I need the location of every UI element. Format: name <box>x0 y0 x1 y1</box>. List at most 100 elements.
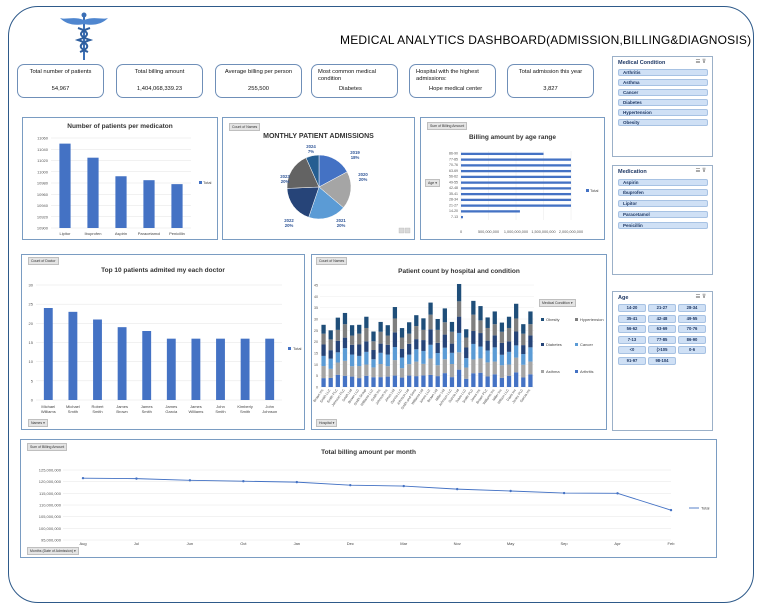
age-slicer-item[interactable]: 63-69 <box>648 325 676 333</box>
bar-segment <box>414 315 419 327</box>
kpi-value: 54,967 <box>51 86 70 92</box>
slicer-item[interactable]: Paracetamol <box>618 211 708 218</box>
expand-button-icon <box>404 227 411 234</box>
bar <box>461 164 571 167</box>
field-tag[interactable]: Sum of Billing Amount <box>27 443 68 451</box>
field-tag[interactable]: Count of Names <box>316 257 348 265</box>
age-slicer-item[interactable]: 77-85 <box>648 335 676 344</box>
slicer-item[interactable]: Arthritis <box>618 69 708 76</box>
bar-segment <box>528 335 533 348</box>
field-tag[interactable]: Count of Doctor <box>28 257 59 265</box>
age-slicer-item[interactable]: <0 <box>618 346 646 354</box>
kpi-label: Total billing amount <box>134 69 185 75</box>
age-slicer-item[interactable]: 91-97 <box>618 356 646 365</box>
legend-label: Arthritis <box>580 369 594 374</box>
names-filter-dropdown[interactable]: Names ▾ <box>28 419 48 427</box>
slicer-item[interactable]: Asthma <box>618 79 708 86</box>
bar-segment <box>321 324 326 334</box>
legend-label: Total <box>293 346 302 351</box>
slicer-controls[interactable]: ☰ ⊽ <box>696 59 707 65</box>
field-tag[interactable]: Sum of Billing Amount <box>427 122 468 130</box>
slicer-controls[interactable]: ☰ ⊽ <box>696 168 707 174</box>
bar-segment <box>471 300 476 315</box>
bar-segment <box>442 308 447 323</box>
x-tick-label: Sep <box>561 541 569 546</box>
multi-select-icon[interactable]: ☰ <box>695 168 701 174</box>
bar-segment <box>378 321 383 332</box>
bar-segment <box>471 314 476 332</box>
legend-label: Total <box>203 180 212 185</box>
slicer-item[interactable]: Obesity <box>618 119 708 126</box>
slicer-item[interactable]: Penicillin <box>618 222 708 229</box>
age-slicer-item[interactable]: 49-55 <box>678 314 706 323</box>
condition-legend-dropdown[interactable]: Medical Condition ▾ <box>539 299 576 307</box>
age-slicer-item[interactable]: (>105 <box>648 346 676 354</box>
bar-segment <box>506 316 512 328</box>
bar <box>461 152 544 156</box>
age-filter-dropdown[interactable]: Age ▾ <box>425 179 440 187</box>
bar-segment <box>321 366 326 379</box>
chart-billing-per-month: Sum of Billing Amount Total billing amou… <box>20 439 717 558</box>
x-tick-label: Brown <box>116 409 127 414</box>
bar-segment <box>456 283 462 302</box>
bar-segment <box>357 344 362 356</box>
age-slicer-item[interactable]: 56-62 <box>618 325 646 333</box>
age-slicer-item[interactable]: 21-27 <box>648 304 676 312</box>
bar-segment <box>456 352 462 370</box>
bar-segment <box>349 376 355 387</box>
slicer-title: Age <box>618 295 629 301</box>
chart-monthly-admissions: Count of Names MONTHLY PATIENT ADMISSION… <box>222 117 415 240</box>
bar-segment <box>499 365 505 378</box>
x-tick-label: Penicillin <box>169 231 185 236</box>
y-tick-label: 10980 <box>37 181 49 186</box>
multi-select-icon[interactable]: ☰ <box>695 59 701 65</box>
slicer-controls[interactable]: ☰ ⊽ <box>696 294 707 300</box>
multi-select-icon[interactable]: ☰ <box>695 294 701 300</box>
slicer-item[interactable]: Diabetes <box>618 99 708 106</box>
age-slicer-item[interactable]: 0-6 <box>678 346 706 354</box>
age-slicer-item[interactable]: 86-90 <box>678 335 706 344</box>
y-tick-label: 28-34 <box>449 198 458 202</box>
bar-segment <box>328 339 333 351</box>
age-slicer-item[interactable]: 28-34 <box>678 304 706 312</box>
x-tick-label: Smith <box>92 409 102 414</box>
slicer-item[interactable]: Lipitor <box>618 200 708 207</box>
bar-segment <box>407 354 412 365</box>
bar-segment <box>385 376 390 387</box>
slice-label: 2024 <box>306 144 316 149</box>
pie-chart: 201918%202020%202120%202220%202320%20247… <box>280 144 411 234</box>
legend-swatch <box>541 343 544 346</box>
age-slicer-item[interactable]: 42-48 <box>648 314 676 323</box>
bar-segment <box>464 358 469 368</box>
bar-segment <box>392 318 398 333</box>
bar <box>461 181 571 184</box>
chart-hospital-condition: Count of Names Patient count by hospital… <box>311 254 607 430</box>
slicer-item[interactable]: Aspirin <box>618 179 708 186</box>
bar-segment <box>342 348 348 361</box>
filter-label: Months (Date of Admission) <box>30 549 73 553</box>
clear-filter-icon[interactable]: ⊽ <box>701 59 706 65</box>
hospital-filter-dropdown[interactable]: Hospital ▾ <box>316 419 338 427</box>
age-slicer-item[interactable]: 14-20 <box>618 304 646 312</box>
clear-filter-icon[interactable]: ⊽ <box>701 168 706 174</box>
month-filter-dropdown[interactable]: Months (Date of Admission) ▾ <box>27 547 79 555</box>
y-tick-label: 11020 <box>37 158 49 163</box>
field-tag[interactable]: Count of Names <box>229 123 261 131</box>
age-slicer-item[interactable]: 35-41 <box>618 314 646 323</box>
x-tick-label: Aug <box>79 541 86 546</box>
bar-segment <box>506 375 512 387</box>
bar <box>461 187 571 190</box>
clear-filter-icon[interactable]: ⊽ <box>701 294 706 300</box>
bar-segment <box>321 333 326 345</box>
kpi-total-billing: Total billing amount 1,404,068,339.23 <box>116 64 203 98</box>
bar-segment <box>449 363 455 378</box>
bar-segment <box>349 366 355 377</box>
legend-swatch <box>575 318 578 321</box>
age-slicer-item[interactable]: 70-76 <box>678 325 706 333</box>
age-slicer-item[interactable]: 98-104 <box>648 356 676 365</box>
slicer-item[interactable]: Ibuprofen <box>618 189 708 196</box>
slicer-item[interactable]: Hypertension <box>618 109 708 116</box>
bar-segment <box>464 337 469 348</box>
slicer-item[interactable]: Cancer <box>618 89 708 96</box>
age-slicer-item[interactable]: 7-13 <box>618 335 646 344</box>
